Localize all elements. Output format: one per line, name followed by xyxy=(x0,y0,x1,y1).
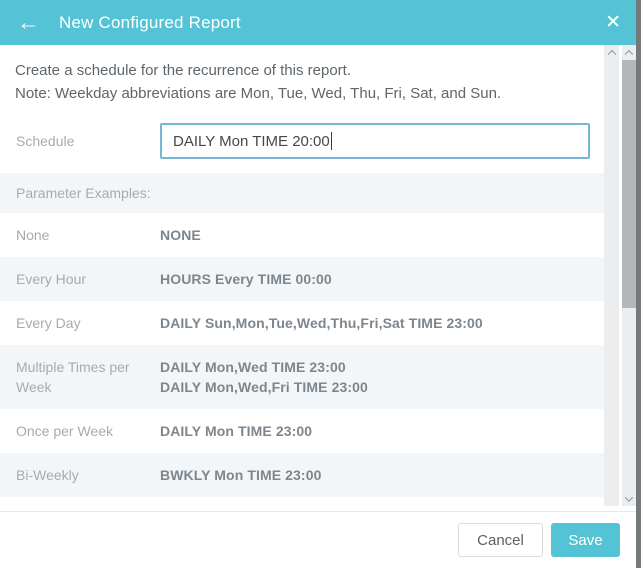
row-values: DAILY Mon,Wed TIME 23:00 DAILY Mon,Wed,F… xyxy=(160,357,604,397)
row-label: Every Day xyxy=(16,315,81,331)
save-button[interactable]: Save xyxy=(551,523,620,557)
row-value: DAILY Mon,Wed TIME 23:00 xyxy=(160,359,346,375)
row-label: Multiple Times per Week xyxy=(16,359,130,395)
dialog-content: Create a schedule for the recurrence of … xyxy=(0,45,604,497)
dialog-footer: Cancel Save xyxy=(0,511,636,568)
schedule-input[interactable]: DAILY Mon TIME 20:00 xyxy=(160,123,590,159)
scrollbar-up-button[interactable] xyxy=(622,45,636,60)
row-label: Bi-Weekly xyxy=(16,467,79,483)
row-values: BWKLY Mon TIME 23:00 xyxy=(160,465,604,485)
row-every-hour: Every Hour HOURS Every TIME 00:00 xyxy=(0,257,604,301)
row-once-per-week: Once per Week DAILY Mon TIME 23:00 xyxy=(0,409,604,453)
row-value: BWKLY Mon TIME 23:00 xyxy=(160,467,322,483)
dialog-header: ← New Configured Report ✕ xyxy=(0,0,636,45)
back-arrow-icon[interactable]: ← xyxy=(17,9,40,35)
row-value: DAILY Mon TIME 23:00 xyxy=(160,423,313,439)
row-bi-weekly: Bi-Weekly BWKLY Mon TIME 23:00 xyxy=(0,453,604,497)
close-icon[interactable]: ✕ xyxy=(605,12,621,33)
intro-line-2: Note: Weekday abbreviations are Mon, Tue… xyxy=(15,85,502,102)
row-none: None NONE xyxy=(0,213,604,257)
intro-text: Create a schedule for the recurrence of … xyxy=(0,45,604,105)
schedule-row: Schedule DAILY Mon TIME 20:00 xyxy=(0,123,604,159)
intro-line-1: Create a schedule for the recurrence of … xyxy=(15,62,352,79)
scrollbar-thumb[interactable] xyxy=(622,60,636,308)
modal-scrollbar[interactable] xyxy=(604,45,619,506)
row-values: HOURS Every TIME 00:00 xyxy=(160,269,604,289)
row-multiple-times-per-week: Multiple Times per Week DAILY Mon,Wed TI… xyxy=(0,345,604,409)
row-values: DAILY Mon TIME 23:00 xyxy=(160,421,604,441)
row-value: NONE xyxy=(160,227,201,243)
schedule-input-value: DAILY Mon TIME 20:00 xyxy=(173,132,330,150)
scrollbar-down-button[interactable] xyxy=(622,491,636,506)
row-every-day: Every Day DAILY Sun,Mon,Tue,Wed,Thu,Fri,… xyxy=(0,301,604,345)
row-label: None xyxy=(16,227,50,243)
scrollbar-up-button[interactable] xyxy=(604,45,619,60)
window-edge-strip xyxy=(636,0,641,568)
dialog-title: New Configured Report xyxy=(59,12,241,32)
text-caret xyxy=(330,132,332,150)
row-parameter-examples-header: Parameter Examples: xyxy=(0,173,604,213)
row-value: DAILY Mon,Wed,Fri TIME 23:00 xyxy=(160,379,368,395)
row-label: Every Hour xyxy=(16,271,87,287)
chevron-up-icon xyxy=(607,49,616,59)
cancel-button[interactable]: Cancel xyxy=(458,523,543,557)
chevron-down-icon xyxy=(624,492,634,502)
page-scrollbar[interactable] xyxy=(622,45,636,506)
row-label: Once per Week xyxy=(16,423,114,439)
row-values: DAILY Sun,Mon,Tue,Wed,Thu,Fri,Sat TIME 2… xyxy=(160,313,604,333)
chevron-up-icon xyxy=(624,49,634,59)
row-value: HOURS Every TIME 00:00 xyxy=(160,271,332,287)
parameter-examples-table: Parameter Examples: None NONE Every Hour… xyxy=(0,173,604,497)
schedule-label: Schedule xyxy=(16,133,75,149)
row-value: DAILY Sun,Mon,Tue,Wed,Thu,Fri,Sat TIME 2… xyxy=(160,315,483,331)
row-label: Parameter Examples: xyxy=(16,185,151,201)
row-values: NONE xyxy=(160,225,604,245)
dialog-body: Create a schedule for the recurrence of … xyxy=(0,45,636,511)
